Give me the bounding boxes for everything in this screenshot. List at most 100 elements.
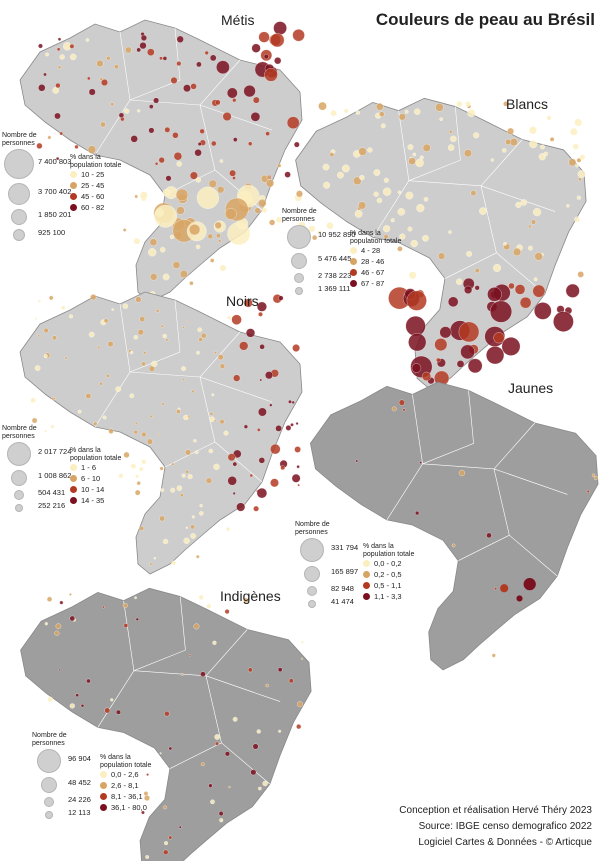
map-symbol [148,365,155,372]
credits-line-2: Source: IBGE censo demografico 2022 [418,821,592,832]
map-symbol [219,264,227,272]
map-symbol [194,450,199,455]
map-symbol [139,526,145,531]
map-symbol [254,207,261,214]
map-symbol [224,609,230,614]
legend-class-header: % dans la population totale [70,447,122,462]
legend-class-swatch [70,464,77,472]
map-symbol [179,270,188,278]
map-symbol [397,208,406,216]
legend-size-circle [13,229,25,242]
map-symbol [155,309,160,313]
map-symbol [231,314,242,325]
panel-title-noirs: Noirs [226,293,259,309]
map-symbol [528,126,537,135]
map-symbol [467,109,476,117]
map-symbol [133,237,141,245]
map-symbol [159,515,165,522]
map-symbol [270,478,279,488]
map-symbol [158,157,165,164]
map-symbol [213,463,220,471]
map-symbol [293,141,300,148]
map-symbol [534,302,552,320]
map-symbol [297,483,300,487]
map-symbol [69,43,75,49]
map-symbol [97,345,101,349]
map-symbol [412,152,417,157]
map-symbol [227,476,237,486]
map-symbol [59,54,65,60]
map-symbol [258,786,262,791]
map-symbol [456,278,463,285]
map-symbol [382,225,391,233]
legend-class-swatch [100,804,107,812]
legend-class-item: 8,1 - 36,1 [100,791,160,802]
map-symbol [209,411,214,416]
map-symbol [162,188,171,197]
map-symbol [419,461,422,464]
map-symbol [251,43,261,53]
map-symbol [353,176,362,185]
panel-title-blancs: Blancs [506,96,549,112]
map-symbol [451,543,456,548]
map-symbol [407,144,414,151]
map-symbol [292,344,300,352]
map-symbol [103,318,109,324]
map-symbol [44,429,48,433]
map-symbol [217,186,225,194]
map-symbol [198,337,203,342]
map-symbol [208,783,213,788]
legend-class-item: 45 - 60 [70,191,130,202]
map-symbol [164,711,170,717]
map-symbol [533,277,538,282]
legend-class-item: 0,0 - 0,2 [363,558,423,569]
map-symbol [206,603,212,609]
legend-size-label: 96 904 [68,754,91,764]
legend-size-label: 82 948 [331,584,354,594]
legend-size-label: 331 794 [331,543,359,553]
map-symbol [185,449,192,456]
map-symbol [52,335,57,341]
map-symbol [224,208,237,220]
map-symbol [218,239,222,243]
legend-size-label: 48 452 [68,778,91,788]
map-symbol [250,769,257,776]
legend-size-circle [41,777,57,794]
map-symbol [494,587,498,591]
legend-class-label: 4 - 28 [361,245,381,255]
map-symbol [284,171,291,178]
map-symbol [565,283,580,298]
map-symbol [159,752,162,755]
map-symbol [173,152,183,161]
map-symbol [50,424,55,429]
map-symbol [411,363,422,373]
legend-size-circle [44,797,54,808]
map-symbol [501,337,521,356]
legend-class-label: 1,1 - 3,3 [374,591,402,601]
legend-class-label: 2,6 - 8,1 [111,780,139,790]
map-symbol [204,50,209,55]
legend-class-swatch [70,193,77,201]
map-symbol [188,654,192,657]
legend-class-item: 6 - 10 [70,473,130,484]
map-symbol [123,623,129,628]
map-symbol [297,701,303,708]
map-symbol [464,285,473,294]
map-symbol [196,61,202,68]
map-symbol [270,33,285,48]
map-symbol [141,459,147,465]
map-symbol [122,228,127,232]
map-symbol [178,825,182,829]
map-symbol [190,83,197,90]
map-symbol [129,393,135,399]
map-symbol [168,835,173,840]
map-symbol [160,488,165,492]
legend-size-header: Nombre de personnes [2,425,37,440]
map-symbol [187,320,190,324]
map-symbol [577,271,584,278]
legend-class-item: 28 - 46 [350,256,410,267]
map-symbol [165,338,169,342]
map-symbol [398,113,406,121]
map-symbol [87,145,97,154]
map-symbol [218,811,224,816]
